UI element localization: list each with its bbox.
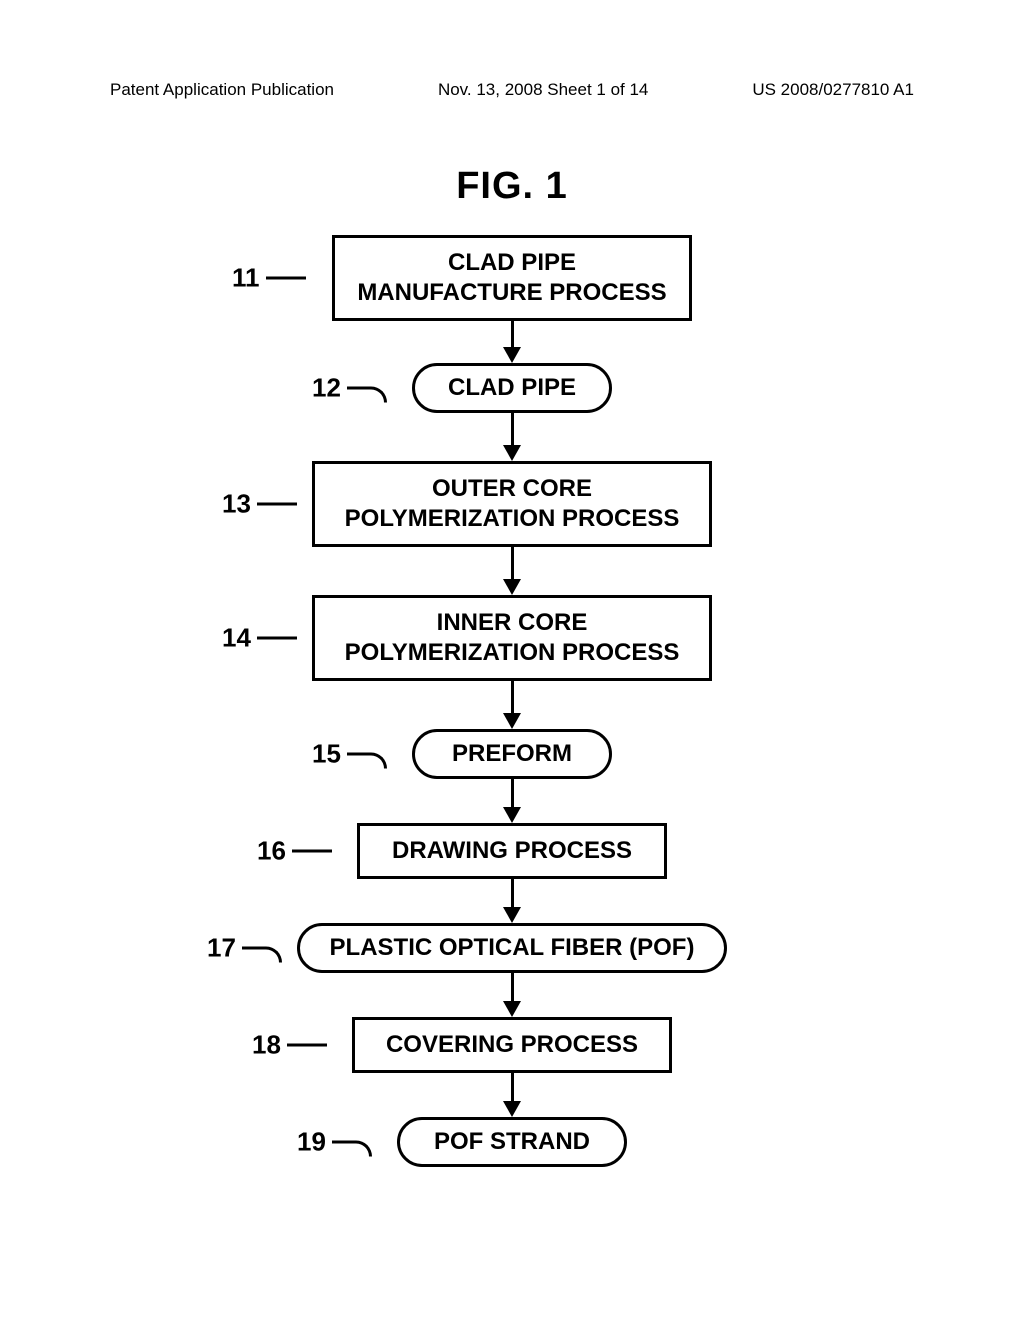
- ref-label-12: 12: [312, 373, 387, 404]
- process-box: INNER COREPOLYMERIZATION PROCESS: [312, 595, 712, 681]
- arrow-head-icon: [503, 445, 521, 461]
- arrow-head-icon: [503, 907, 521, 923]
- flow-arrow: [503, 879, 521, 923]
- ref-label-16: 16: [257, 836, 332, 867]
- flowchart-container: CLAD PIPEMANUFACTURE PROCESS11CLAD PIPE1…: [0, 235, 1024, 1167]
- ref-number: 19: [297, 1127, 326, 1158]
- arrow-line: [511, 779, 514, 807]
- process-box: DRAWING PROCESS: [357, 823, 667, 879]
- ref-label-11: 11: [232, 263, 306, 294]
- process-box: CLAD PIPEMANUFACTURE PROCESS: [332, 235, 692, 321]
- ref-tick: [266, 277, 306, 280]
- arrow-line: [511, 413, 514, 445]
- ref-number: 15: [312, 739, 341, 770]
- ref-label-15: 15: [312, 739, 387, 770]
- flow-arrow: [503, 681, 521, 729]
- arrow-head-icon: [503, 807, 521, 823]
- ref-number: 16: [257, 836, 286, 867]
- ref-number: 11: [232, 263, 260, 294]
- ref-number: 14: [222, 623, 251, 654]
- ref-tick: [347, 386, 387, 402]
- ref-number: 18: [252, 1030, 281, 1061]
- figure-title: FIG. 1: [0, 165, 1024, 208]
- ref-number: 17: [207, 933, 236, 964]
- ref-tick: [332, 1140, 372, 1156]
- header-right: US 2008/0277810 A1: [752, 80, 914, 100]
- arrow-head-icon: [503, 713, 521, 729]
- ref-tick: [292, 850, 332, 853]
- arrow-head-icon: [503, 1001, 521, 1017]
- flow-node-16: DRAWING PROCESS16: [357, 823, 667, 879]
- flow-arrow: [503, 779, 521, 823]
- process-box: COVERING PROCESS: [352, 1017, 672, 1073]
- ref-number: 13: [222, 489, 251, 520]
- flow-node-17: PLASTIC OPTICAL FIBER (POF)17: [297, 923, 727, 973]
- arrow-line: [511, 879, 514, 907]
- arrow-head-icon: [503, 1101, 521, 1117]
- product-box: CLAD PIPE: [412, 363, 612, 413]
- ref-tick: [257, 637, 297, 640]
- flow-arrow: [503, 1073, 521, 1117]
- flow-arrow: [503, 547, 521, 595]
- product-box: PREFORM: [412, 729, 612, 779]
- ref-label-18: 18: [252, 1030, 327, 1061]
- ref-label-13: 13: [222, 489, 297, 520]
- flow-arrow: [503, 321, 521, 363]
- flow-node-12: CLAD PIPE12: [412, 363, 612, 413]
- ref-number: 12: [312, 373, 341, 404]
- arrow-head-icon: [503, 347, 521, 363]
- flow-arrow: [503, 973, 521, 1017]
- header-left: Patent Application Publication: [110, 80, 334, 100]
- flow-node-19: POF STRAND19: [397, 1117, 627, 1167]
- flow-node-11: CLAD PIPEMANUFACTURE PROCESS11: [332, 235, 692, 321]
- arrow-line: [511, 547, 514, 579]
- arrow-line: [511, 1073, 514, 1101]
- ref-tick: [287, 1044, 327, 1047]
- arrow-head-icon: [503, 579, 521, 595]
- ref-tick: [242, 946, 282, 962]
- product-box: PLASTIC OPTICAL FIBER (POF): [297, 923, 727, 973]
- ref-tick: [347, 752, 387, 768]
- arrow-line: [511, 321, 514, 347]
- flow-node-14: INNER COREPOLYMERIZATION PROCESS14: [312, 595, 712, 681]
- page-header: Patent Application Publication Nov. 13, …: [0, 80, 1024, 100]
- flow-node-18: COVERING PROCESS18: [352, 1017, 672, 1073]
- ref-tick: [257, 503, 297, 506]
- header-center: Nov. 13, 2008 Sheet 1 of 14: [438, 80, 648, 100]
- flow-node-13: OUTER COREPOLYMERIZATION PROCESS13: [312, 461, 712, 547]
- arrow-line: [511, 681, 514, 713]
- arrow-line: [511, 973, 514, 1001]
- ref-label-17: 17: [207, 933, 282, 964]
- flow-arrow: [503, 413, 521, 461]
- flow-node-15: PREFORM15: [412, 729, 612, 779]
- ref-label-19: 19: [297, 1127, 372, 1158]
- product-box: POF STRAND: [397, 1117, 627, 1167]
- ref-label-14: 14: [222, 623, 297, 654]
- process-box: OUTER COREPOLYMERIZATION PROCESS: [312, 461, 712, 547]
